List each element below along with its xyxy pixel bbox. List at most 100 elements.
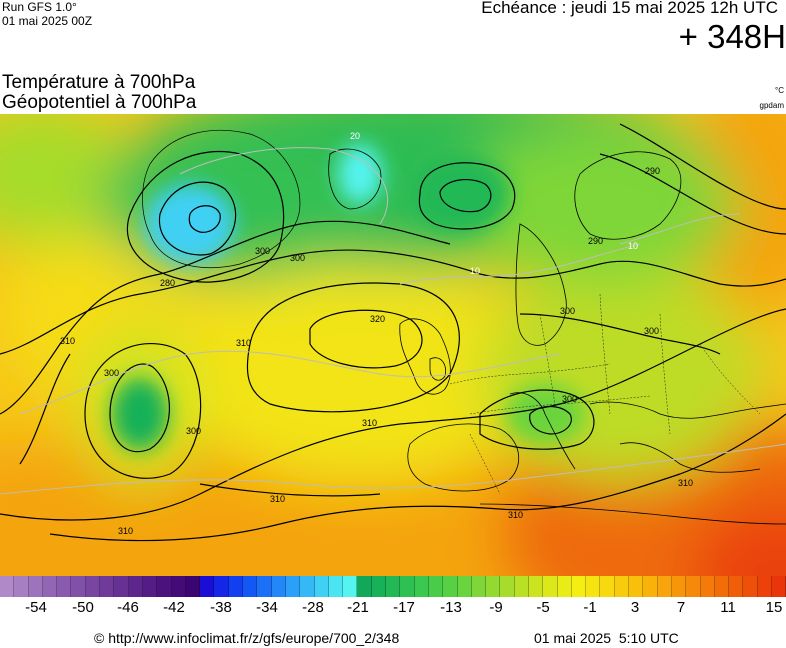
colorbar-swatch [543, 576, 558, 597]
colorbar-swatch [729, 576, 744, 597]
tick-label: -1 [583, 599, 597, 616]
colorbar-swatch [257, 576, 272, 597]
colorbar-swatch [614, 576, 630, 597]
temperature-colorbar [0, 576, 786, 597]
contour-label: 300 [560, 306, 575, 316]
colorbar-swatch [85, 576, 101, 597]
colorbar-swatch [271, 576, 286, 597]
tick-label: -38 [210, 599, 232, 616]
isotherms [0, 147, 786, 495]
colorbar-swatch [100, 576, 115, 597]
contour-label: 300 [104, 368, 119, 378]
colorbar-swatch [743, 576, 758, 597]
tick-label: -17 [393, 599, 415, 616]
tick-label: -34 [256, 599, 278, 616]
contour-label: 20 [350, 131, 360, 141]
contour-label: 310 [236, 338, 251, 348]
colorbar-swatch [114, 576, 129, 597]
colorbar-swatch [171, 576, 186, 597]
colorbar-swatch [28, 576, 43, 597]
colorbar-ticks: -54 -50 -46 -42 -38 -34 -28 -21 -17 -13 … [0, 599, 786, 619]
contour-label: 310 [678, 478, 693, 488]
colorbar-swatch [328, 576, 344, 597]
colorbar-swatch [42, 576, 58, 597]
tick-label: -46 [117, 599, 139, 616]
colorbar-swatch [643, 576, 658, 597]
high-label: 320 [370, 314, 385, 324]
colorbar-swatch [629, 576, 644, 597]
colorbar-swatch [571, 576, 587, 597]
unit-geopotential: gpdam [759, 101, 784, 110]
colorbar-swatch [700, 576, 715, 597]
tick-label: -9 [489, 599, 503, 616]
contour-label: 300 [255, 246, 270, 256]
colorbar-swatch [142, 576, 158, 597]
contour-label: 300 [290, 253, 305, 263]
colorbar-swatch [0, 576, 15, 597]
colorbar-swatch [586, 576, 601, 597]
forecast-valid-time: Echéance : jeudi 15 mai 2025 12h UTC [481, 0, 778, 17]
tick-label: -5 [536, 599, 550, 616]
geopotential-contours [0, 123, 786, 542]
tick-label: 15 [765, 599, 783, 616]
colorbar-swatch [471, 576, 487, 597]
colorbar-swatch [486, 576, 501, 597]
parameter-temperature: Température à 700hPa [2, 72, 196, 93]
colorbar-swatch [772, 576, 786, 597]
contour-label: 10 [470, 266, 480, 276]
colorbar-swatch [185, 576, 201, 597]
weather-map: 20 280 300 300 310 320 310 300 300 310 3… [0, 114, 786, 576]
tick-label: -28 [302, 599, 324, 616]
parameter-geopotential: Géopotentiel à 700hPa [2, 92, 197, 113]
colorbar-swatch [400, 576, 415, 597]
contour-labels: 20 280 300 300 310 320 310 300 300 310 3… [60, 131, 693, 536]
colorbar-swatch [71, 576, 86, 597]
tick-label: -42 [163, 599, 185, 616]
colorbar-swatch [357, 576, 372, 597]
colorbar-swatch [428, 576, 444, 597]
country-borders [449, 293, 761, 495]
colorbar-swatch [714, 576, 730, 597]
colorbar-swatch [300, 576, 315, 597]
colorbar-swatch [514, 576, 529, 597]
colorbar-swatch [157, 576, 172, 597]
unit-temperature: °C [775, 86, 784, 95]
tick-label: 3 [630, 599, 640, 616]
tick-label: -13 [440, 599, 462, 616]
coastlines [142, 129, 786, 525]
contour-label: 280 [160, 278, 175, 288]
contour-label: 300 [186, 426, 201, 436]
colorbar-swatch [214, 576, 229, 597]
copyright-url[interactable]: © http://www.infoclimat.fr/z/gfs/europe/… [94, 630, 400, 646]
contour-label: 300 [644, 326, 659, 336]
colorbar-swatch [443, 576, 458, 597]
colorbar-swatch [243, 576, 258, 597]
contour-label: 310 [362, 418, 377, 428]
colorbar-swatch [228, 576, 244, 597]
tick-label: -54 [25, 599, 47, 616]
colorbar-swatch [557, 576, 572, 597]
contour-label: 300 [562, 394, 577, 404]
colorbar-swatch [600, 576, 615, 597]
run-date: 01 mai 2025 00Z [2, 14, 93, 28]
colorbar-swatch [14, 576, 29, 597]
contour-label: 10 [628, 241, 638, 251]
colorbar-swatch [457, 576, 472, 597]
colorbar-swatch [371, 576, 387, 597]
tick-label: -21 [347, 599, 369, 616]
contour-label: 310 [508, 510, 523, 520]
colorbar-swatch [657, 576, 672, 597]
colorbar-swatch [386, 576, 401, 597]
colorbar-swatch [343, 576, 358, 597]
contour-label: 310 [118, 526, 133, 536]
issued-time: 01 mai 2025 5:10 UTC [534, 630, 679, 646]
colorbar-swatch [757, 576, 773, 597]
colorbar-swatch [528, 576, 544, 597]
colorbar-swatch [200, 576, 215, 597]
lead-time: + 348H [678, 18, 786, 55]
contour-label: 290 [588, 236, 603, 246]
tick-label: 7 [676, 599, 686, 616]
colorbar-swatch [285, 576, 301, 597]
colorbar-swatch [128, 576, 143, 597]
colorbar-swatch [686, 576, 701, 597]
